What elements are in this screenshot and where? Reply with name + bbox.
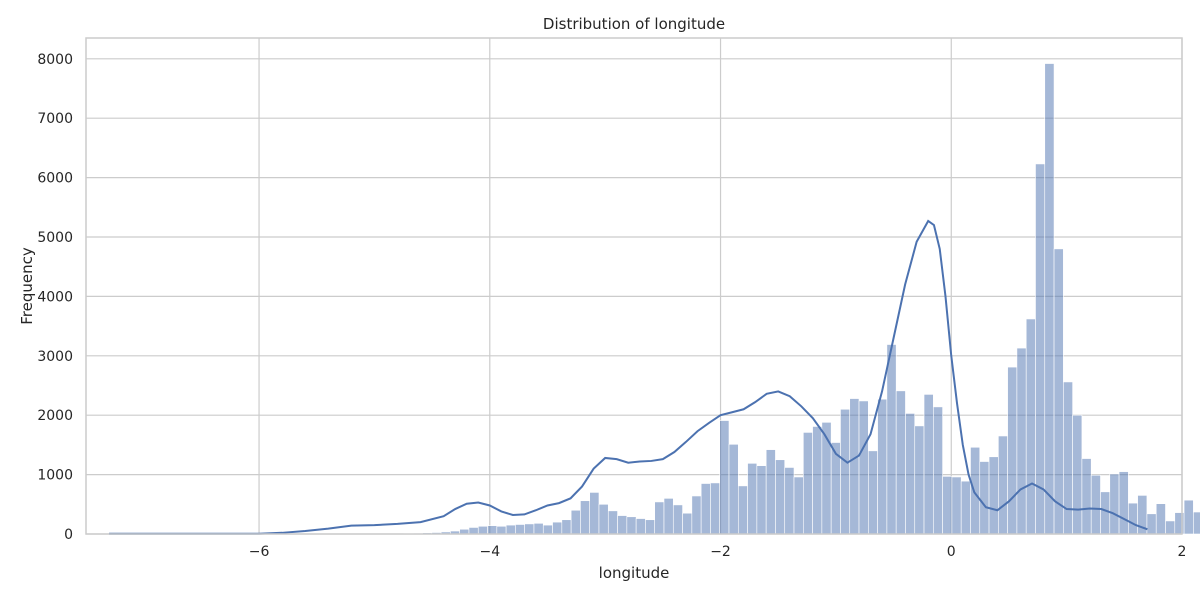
histogram-bar: [914, 425, 925, 535]
histogram-bar: [923, 394, 934, 535]
y-tick-label: 8000: [37, 52, 73, 68]
histogram-bar: [524, 523, 535, 535]
histogram-bar: [682, 512, 693, 535]
histogram-bar: [654, 501, 665, 535]
histogram-bar: [1035, 163, 1046, 535]
histogram-bar: [895, 390, 906, 535]
histogram-bar: [505, 524, 516, 535]
histogram-bar: [979, 461, 990, 535]
histogram-bar: [589, 492, 600, 535]
y-tick-label: 0: [64, 527, 73, 543]
y-axis-label: Frequency: [18, 247, 36, 325]
histogram-bar: [886, 344, 897, 535]
histogram-bar: [1053, 248, 1064, 535]
x-tick-label: 2: [1178, 544, 1187, 560]
histogram-bar: [756, 465, 767, 535]
histogram-bar: [617, 515, 628, 535]
x-axis-label: longitude: [599, 564, 670, 582]
histogram-bar: [970, 446, 981, 535]
histogram-bar: [840, 408, 851, 535]
histogram-bar: [1165, 520, 1176, 535]
y-tick-label: 6000: [37, 171, 73, 187]
histogram-bar: [775, 459, 786, 535]
histogram-bar: [672, 504, 683, 535]
histogram-bar: [533, 523, 544, 535]
kde-curve: [109, 219, 1148, 535]
histogram-bar: [849, 398, 860, 535]
histogram-bar: [1155, 503, 1166, 535]
histogram-bar: [542, 524, 553, 535]
histogram-bar: [793, 476, 804, 535]
histogram-bar: [1025, 318, 1036, 535]
histogram-bar: [1016, 347, 1027, 535]
histogram-bar: [1128, 502, 1138, 535]
histogram-bar: [858, 400, 869, 535]
histogram-bar: [487, 525, 498, 535]
y-tick-label: 7000: [37, 111, 73, 127]
histogram-bar: [496, 525, 507, 535]
histogram-bar: [1100, 491, 1111, 535]
histogram-bar: [515, 524, 525, 535]
histogram-bar: [477, 525, 488, 535]
histogram-bar: [998, 435, 1008, 535]
histogram-bar: [951, 476, 962, 535]
histogram-bar: [765, 449, 776, 535]
histogram-bar: [626, 516, 637, 535]
y-axis-ticks: 0 1000 2000 3000 4000 5000 6000 7000 8000: [37, 52, 73, 543]
histogram-bar: [691, 495, 702, 535]
x-tick-label: 0: [947, 544, 956, 560]
histogram-bar: [1007, 366, 1018, 535]
histogram-bar: [877, 398, 888, 535]
x-tick-label: −2: [710, 544, 731, 560]
histogram-bar: [598, 503, 609, 535]
plot-frame: [85, 37, 1183, 535]
histogram-bar: [663, 498, 674, 535]
x-tick-label: −4: [479, 544, 500, 560]
histogram-bar: [1118, 471, 1129, 535]
histogram-bar: [1090, 474, 1101, 535]
histogram-bar: [1063, 381, 1073, 535]
y-tick-label: 2000: [37, 408, 73, 424]
y-tick-label: 4000: [37, 289, 73, 305]
histogram-bars: [106, 63, 1200, 535]
histogram-bar: [1072, 414, 1083, 535]
y-tick-label: 5000: [37, 230, 73, 246]
histogram-bar: [561, 519, 572, 535]
chart-title: Distribution of longitude: [543, 15, 725, 33]
histogram-bar: [988, 456, 999, 535]
histogram-bar: [570, 509, 581, 535]
histogram-bar: [552, 521, 563, 535]
histogram-bar: [1146, 513, 1157, 535]
y-tick-label: 3000: [37, 349, 73, 365]
histogram-bar: [468, 527, 479, 535]
histogram-bar: [1109, 473, 1120, 535]
histogram-bar: [905, 413, 916, 535]
histogram-bar: [728, 444, 739, 535]
histogram-bar: [737, 485, 748, 535]
y-tick-label: 1000: [37, 468, 73, 484]
histogram-bar: [710, 482, 721, 535]
histogram-bar: [635, 518, 646, 535]
histogram-bar: [960, 480, 971, 535]
histogram-bar: [580, 500, 590, 535]
histogram-bar: [812, 426, 823, 535]
histogram-bar: [942, 476, 953, 535]
x-tick-label: −6: [249, 544, 270, 560]
histogram-bar: [700, 483, 711, 535]
histogram-bar: [607, 510, 618, 535]
histogram-bar: [803, 432, 813, 535]
histogram-bar: [747, 463, 758, 535]
histogram-bar: [645, 519, 656, 535]
histogram-bar: [933, 406, 943, 535]
histogram-bar: [1044, 63, 1055, 535]
histogram-bar: [784, 467, 795, 535]
histogram-bar: [719, 420, 730, 535]
x-axis-ticks: −6 −4 −2 0 2: [249, 544, 1187, 560]
histogram-bar: [1183, 499, 1194, 535]
histogram-bar: [1193, 511, 1200, 535]
histogram-bar: [1081, 458, 1092, 535]
histogram-bar: [868, 450, 878, 535]
